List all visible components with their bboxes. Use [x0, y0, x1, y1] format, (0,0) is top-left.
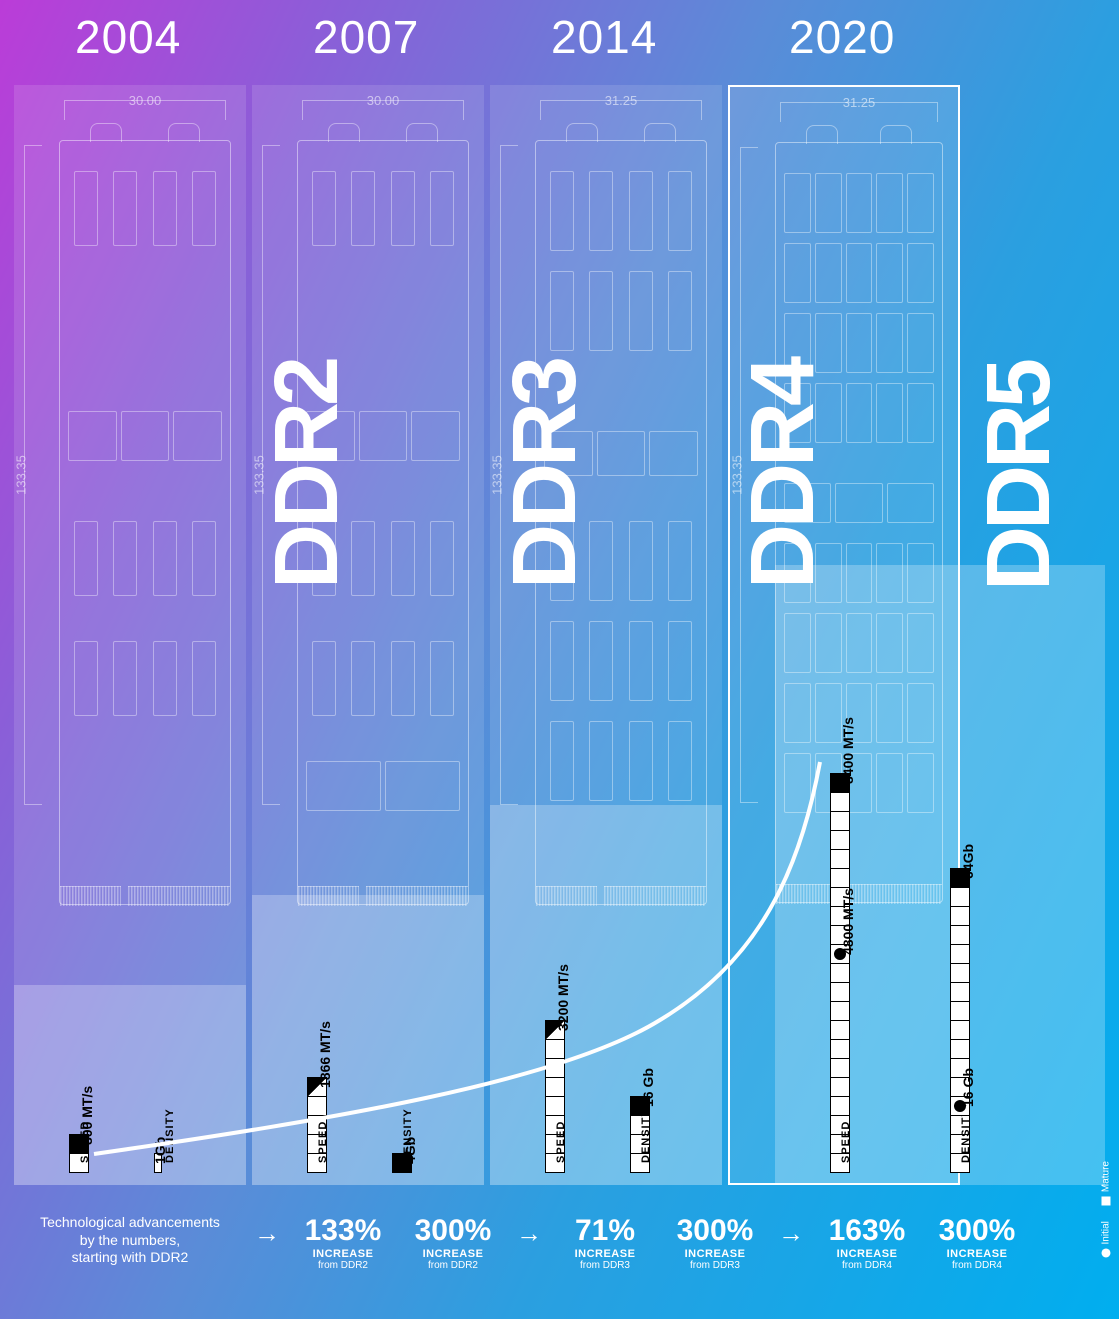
ram-module [297, 140, 469, 905]
stats-box-ddr5: SPEED8400 MT/s4800 MT/sDENSITY64Gb16 Gb [775, 565, 1105, 1185]
bar-value: 4Gb [402, 1137, 418, 1164]
footer: Technological advancements by the number… [0, 1194, 1119, 1319]
year-ddr2: 2004 [75, 10, 181, 64]
bar-mid-value: 16 Gb [960, 1068, 976, 1107]
dim-height: 133.35 [252, 455, 267, 495]
density-bar: DENSITY16 Gb [630, 1097, 650, 1173]
dim-width: 30.00 [123, 93, 168, 108]
bar-mid-value: 4800 MT/s [840, 888, 856, 955]
speed-bar: SPEED8400 MT/s4800 MT/s [830, 774, 850, 1173]
dim-height: 133.35 [730, 455, 745, 495]
year-ddr5: 2020 [789, 10, 895, 64]
dim-width: 31.25 [599, 93, 644, 108]
density-bar: DENSITY1Gb [154, 1154, 162, 1173]
bar-value: 3200 MT/s [555, 964, 571, 1031]
infographic-canvas: 2004200720142020 30.00133.35DDR2SPEED800… [0, 0, 1119, 1319]
stats-box-ddr4: SPEED3200 MT/sDENSITY16 Gb [490, 805, 722, 1185]
bar-value: 8400 MT/s [840, 717, 856, 784]
ram-module [59, 140, 231, 905]
dim-height: 133.35 [14, 455, 29, 495]
bar-caption: SPEED [555, 1121, 567, 1163]
ram-module [535, 140, 707, 905]
footer-lead: Technological advancements by the number… [14, 1214, 246, 1267]
bar-caption: DENSITY [960, 1108, 972, 1163]
ddr-label: DDR5 [968, 362, 1071, 591]
year-ddr3: 2007 [313, 10, 419, 64]
bar-value: 64Gb [960, 844, 976, 879]
stat-density: 300%INCREASEfrom DDR4 [922, 1214, 1032, 1271]
bar-caption: SPEED [317, 1121, 329, 1163]
density-bar: DENSITY4Gb [392, 1154, 412, 1173]
stats-box-ddr3: SPEED1866 MT/sDENSITY4Gb [252, 895, 484, 1185]
dim-width: 31.25 [837, 95, 882, 110]
stat-speed: 163%INCREASEfrom DDR4 [812, 1214, 922, 1271]
bar-value: 1Gb [152, 1137, 168, 1164]
speed-bar: SPEED1866 MT/s [307, 1078, 327, 1173]
stats-box-ddr2: SPEED800 MT/s DENSITY1Gb [14, 985, 246, 1185]
density-bar: DENSITY64Gb16 Gb [950, 869, 970, 1173]
year-ddr4: 2014 [551, 10, 657, 64]
stat-speed: 71%INCREASEfrom DDR3 [550, 1214, 660, 1271]
dim-height: 133.35 [490, 455, 505, 495]
bar-value: 1866 MT/s [317, 1021, 333, 1088]
bar-value: 800 MT/s [79, 1086, 95, 1145]
stat-density: 300%INCREASEfrom DDR2 [398, 1214, 508, 1271]
stat-density: 300%INCREASEfrom DDR3 [660, 1214, 770, 1271]
arrow-icon: → [246, 1214, 288, 1249]
bar-caption: DENSITY [640, 1108, 652, 1163]
arrow-icon: → [508, 1214, 550, 1249]
arrow-icon: → [770, 1214, 812, 1249]
dim-width: 30.00 [361, 93, 406, 108]
bar-caption: SPEED [840, 1121, 852, 1163]
bar-value: 16 Gb [640, 1068, 656, 1107]
speed-bar: SPEED3200 MT/s [545, 1021, 565, 1173]
speed-bar: SPEED800 MT/s [69, 1135, 89, 1173]
stat-speed: 133%INCREASEfrom DDR2 [288, 1214, 398, 1271]
